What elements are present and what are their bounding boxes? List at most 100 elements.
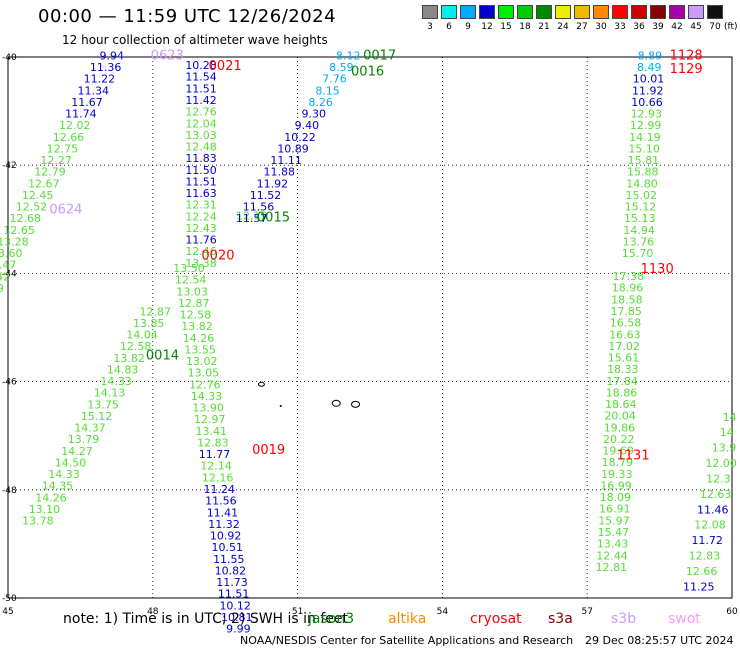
- wave-height-value: 14: [720, 426, 734, 439]
- wave-height-value: 11.88: [264, 166, 296, 179]
- wave-height-value: 15.97: [598, 514, 630, 527]
- lat-tick-label: -48: [2, 486, 17, 496]
- wave-height-value: 13.28: [0, 235, 29, 248]
- wave-height-value: 11.51: [185, 82, 217, 95]
- satellite-key-altika: altika: [388, 611, 427, 627]
- wave-height-value: 12.04: [185, 117, 217, 130]
- island-shape: [279, 404, 282, 407]
- wave-height-value: 14.33: [48, 468, 80, 481]
- legend-swatch: [517, 5, 533, 19]
- wave-height-value: 14.04: [126, 329, 158, 342]
- wave-height-value: 10.89: [277, 142, 309, 155]
- wave-height-value: 11.34: [77, 84, 109, 97]
- wave-height-value: 12.52: [16, 201, 48, 214]
- legend-swatch: [422, 5, 438, 19]
- wave-height-value: 12.02: [59, 119, 91, 132]
- wave-height-value: 11.46: [697, 503, 729, 516]
- wave-height-value: 17.02: [608, 340, 640, 353]
- legend-label: 21: [538, 22, 550, 32]
- wave-height-value: 11.57: [236, 212, 268, 225]
- wave-height-value: 12.58: [120, 340, 152, 353]
- wave-height-value: 14.13: [94, 387, 126, 400]
- wave-height-value: 17.84: [606, 375, 638, 388]
- pass-time-label: 1131: [617, 449, 650, 464]
- wave-height-value: 12.16: [202, 471, 234, 484]
- pass-time-label: 1130: [641, 262, 674, 277]
- wave-height-value: 12.99: [630, 119, 662, 132]
- wave-height-value: 11.25: [683, 580, 715, 593]
- page-subtitle: 12 hour collection of altimeter wave hei…: [62, 33, 328, 47]
- lon-tick-label: 48: [147, 607, 159, 617]
- wave-height-value: 14.89: [0, 282, 4, 295]
- wave-height-value: 11.67: [71, 96, 103, 109]
- wave-height-value: 15.42: [0, 270, 10, 283]
- legend-swatch: [460, 5, 476, 19]
- wave-height-value: 18.58: [611, 293, 643, 306]
- wave-height-value: 12.66: [53, 131, 85, 144]
- wave-height-value: 13.50: [173, 262, 205, 275]
- pass-time-label: 0020: [201, 248, 234, 263]
- wave-height-value: 11.92: [632, 84, 664, 97]
- wave-height-value: 8.12: [336, 49, 361, 62]
- wave-height-value: 13.10: [29, 503, 61, 516]
- island-shape: [351, 400, 361, 408]
- wave-height-value: 12.97: [194, 413, 226, 426]
- wave-height-value: 11.24: [204, 483, 236, 496]
- satellite-key-s3a: s3a: [548, 611, 573, 627]
- wave-height-value: 13.02: [186, 355, 218, 368]
- wave-height-value: 12.83: [197, 436, 229, 449]
- wave-height-value: 12.83: [689, 550, 721, 563]
- lon-tick-label: 60: [726, 607, 738, 617]
- wave-height-value: 13.78: [22, 515, 54, 528]
- wave-height-value: 13.79: [68, 433, 100, 446]
- pass-time-label: 0021: [209, 59, 242, 74]
- wave-height-value: 12.87: [139, 305, 171, 318]
- wave-height-value: 18.09: [600, 491, 632, 504]
- wave-height-value: 12.66: [686, 565, 718, 578]
- wave-height-value: 7.76: [322, 73, 347, 86]
- wave-height-value: 13.03: [176, 285, 208, 298]
- wave-height-value: 12.44: [596, 549, 628, 562]
- wave-height-value: 8.15: [315, 84, 340, 97]
- footer-credit: NOAA/NESDIS Center for Satellite Applica…: [240, 634, 574, 647]
- legend-swatch: [631, 5, 647, 19]
- wave-height-value: 15.02: [626, 189, 658, 202]
- satellite-key-jason3: jason3: [308, 611, 355, 627]
- wave-height-value: 12.08: [694, 519, 726, 532]
- wave-height-value: 18.96: [612, 282, 644, 295]
- wave-height-value: 11.72: [691, 534, 723, 547]
- island-shape: [331, 399, 341, 407]
- island-shape: [257, 381, 265, 387]
- wave-height-value: 13.60: [0, 247, 22, 260]
- wave-height-value: 14.94: [623, 224, 655, 237]
- wave-height-value: 12.63: [700, 488, 732, 501]
- wave-height-value: 14.37: [74, 422, 106, 435]
- wave-height-value: 11.51: [218, 588, 250, 601]
- wave-height-value: 12.79: [34, 166, 66, 179]
- wave-height-value: 17.85: [610, 305, 642, 318]
- wave-height-value: 12.48: [185, 141, 217, 154]
- wave-height-value: 11.52: [250, 189, 282, 202]
- wave-height-value: 14.47: [0, 259, 16, 272]
- legend-label: 9: [465, 22, 471, 32]
- wave-height-value: 15.12: [625, 201, 657, 214]
- lat-tick-label: -42: [2, 161, 17, 171]
- wave-height-value: 15.47: [598, 526, 630, 539]
- pass-time-label: 0624: [49, 202, 82, 217]
- wave-height-value: 12.24: [185, 210, 217, 223]
- wave-height-value: 10.92: [210, 530, 242, 543]
- wave-height-value: 13.03: [185, 129, 217, 142]
- wave-height-value: 13.43: [597, 538, 629, 551]
- pass-time-label: 1128: [670, 48, 703, 63]
- legend-label: 42: [671, 22, 683, 32]
- pass-time-label: 0016: [351, 65, 384, 80]
- wave-height-value: 11.92: [257, 177, 289, 190]
- legend-swatch: [574, 5, 590, 19]
- legend-swatch: [536, 5, 552, 19]
- legend-swatch: [441, 5, 457, 19]
- wave-height-value: 15.88: [627, 166, 659, 179]
- wave-height-value: 12.14: [200, 460, 232, 473]
- pass-time-label: 0015: [257, 211, 290, 226]
- wave-height-value: 11.76: [185, 234, 217, 247]
- wave-height-value: 12.65: [3, 224, 35, 237]
